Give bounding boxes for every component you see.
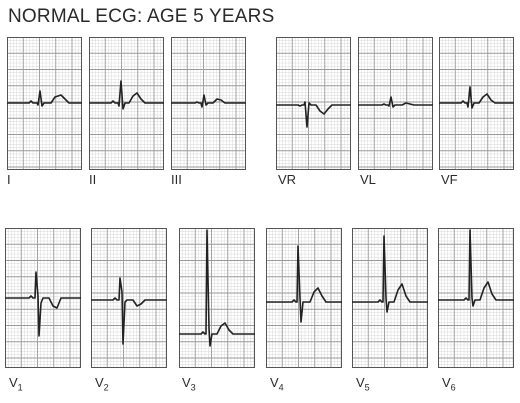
grid-minor-lines: [358, 37, 433, 170]
ecg-grid: [91, 228, 167, 368]
ecg-grid: [5, 228, 81, 368]
lead-VL: VL: [358, 37, 433, 187]
lead-II: II: [89, 37, 164, 187]
lead-V3: V3: [179, 228, 255, 398]
ecg-trace: [352, 235, 428, 313]
ecg-trace: [179, 229, 255, 347]
grid-background: [179, 228, 255, 368]
lead-label: V2: [95, 375, 109, 393]
ecg-trace: [358, 96, 433, 108]
ecg-grid: [266, 228, 342, 368]
grid-border: [266, 228, 342, 368]
ecg-grid-svg: [439, 37, 514, 170]
grid-border: [179, 228, 255, 368]
lead-VR: VR: [276, 37, 351, 187]
grid-minor-lines: [352, 228, 428, 368]
ecg-trace: [89, 80, 164, 110]
ecg-grid: [352, 228, 428, 368]
grid-minor-lines: [438, 228, 514, 368]
grid-major-lines: [438, 228, 514, 368]
grid-major-lines: [91, 228, 167, 368]
lead-V2: V2: [91, 228, 167, 398]
ecg-grid-svg: [171, 37, 246, 170]
ecg-grid-svg: [358, 37, 433, 170]
ecg-grid-svg: [89, 37, 164, 170]
lead-label: I: [7, 172, 11, 187]
grid-minor-lines: [276, 37, 351, 170]
ecg-grid-svg: [7, 37, 82, 170]
grid-border: [91, 228, 167, 368]
grid-minor-lines: [179, 228, 255, 368]
grid-background: [91, 228, 167, 368]
lead-label: V3: [182, 375, 196, 393]
ecg-grid: [89, 37, 164, 170]
grid-background: [266, 228, 342, 368]
grid-major-lines: [266, 228, 342, 368]
lead-label: V4: [270, 375, 284, 393]
lead-I: I: [7, 37, 82, 187]
grid-major-lines: [171, 37, 246, 170]
ecg-grid: [179, 228, 255, 368]
ecg-trace: [5, 271, 81, 337]
grid-background: [276, 37, 351, 170]
lead-VF: VF: [439, 37, 514, 187]
lead-III: III: [171, 37, 246, 187]
grid-minor-lines: [266, 228, 342, 368]
lead-label: V6: [442, 375, 456, 393]
lead-V4: V4: [266, 228, 342, 398]
lead-label: VF: [441, 172, 458, 187]
grid-background: [438, 228, 514, 368]
ecg-grid-svg: [438, 228, 514, 368]
grid-border: [352, 228, 428, 368]
ecg-trace: [439, 86, 514, 109]
ecg-grid-svg: [91, 228, 167, 368]
ecg-grid-svg: [276, 37, 351, 170]
grid-border: [276, 37, 351, 170]
ecg-grid: [276, 37, 351, 170]
grid-minor-lines: [89, 37, 164, 170]
ecg-trace: [7, 90, 82, 107]
lead-V5: V5: [352, 228, 428, 398]
grid-border: [358, 37, 433, 170]
ecg-grid-svg: [5, 228, 81, 368]
lead-label: III: [171, 172, 182, 187]
ecg-grid: [7, 37, 82, 170]
grid-background: [352, 228, 428, 368]
grid-minor-lines: [439, 37, 514, 170]
lead-label: VR: [278, 172, 297, 187]
lead-label: V5: [356, 375, 370, 393]
ecg-trace: [171, 94, 246, 108]
grid-major-lines: [358, 37, 433, 170]
ecg-grid: [171, 37, 246, 170]
lead-V6: V6: [438, 228, 514, 398]
ecg-grid-svg: [266, 228, 342, 368]
lead-label: II: [89, 172, 97, 187]
ecg-trace: [276, 101, 351, 128]
grid-background: [358, 37, 433, 170]
grid-border: [438, 228, 514, 368]
ecg-grid: [358, 37, 433, 170]
ecg-trace: [91, 277, 167, 345]
ecg-grid-svg: [179, 228, 255, 368]
grid-major-lines: [439, 37, 514, 170]
lead-label: VL: [360, 172, 376, 187]
grid-major-lines: [179, 228, 255, 368]
ecg-grid: [438, 228, 514, 368]
lead-V1: V1: [5, 228, 81, 398]
page-title: NORMAL ECG: AGE 5 YEARS: [8, 6, 275, 27]
ecg-grid-svg: [352, 228, 428, 368]
ecg-trace: [438, 229, 514, 307]
lead-label: V1: [9, 375, 23, 393]
ecg-trace: [266, 245, 342, 323]
ecg-grid: [439, 37, 514, 170]
grid-major-lines: [276, 37, 351, 170]
